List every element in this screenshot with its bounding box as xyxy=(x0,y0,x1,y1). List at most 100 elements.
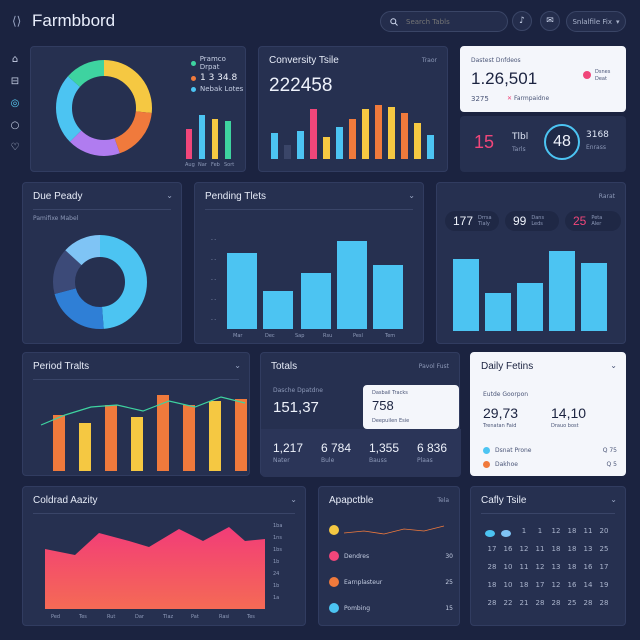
alert-icon xyxy=(583,71,591,79)
calendar-day[interactable]: 19 xyxy=(599,581,609,589)
calendar-day[interactable]: 17 xyxy=(535,581,545,589)
home-icon[interactable]: ⌂ xyxy=(11,53,19,65)
calendar-day[interactable]: 28 xyxy=(487,563,497,571)
bar xyxy=(301,273,331,329)
calendar-day[interactable]: 28 xyxy=(551,599,561,607)
calendar-day[interactable]: 11 xyxy=(519,563,529,571)
highlight-label: Dasbail Tracks xyxy=(372,390,408,396)
calendar-day[interactable]: 10 xyxy=(503,563,513,571)
x-tick-label: Tes xyxy=(246,614,255,620)
row-value: Q 5 xyxy=(606,460,617,468)
avatar xyxy=(329,603,339,613)
calendar-day[interactable]: 18 xyxy=(487,581,497,589)
calendar-day[interactable]: 1 xyxy=(521,527,527,535)
calendar-day[interactable]: 14 xyxy=(583,581,593,589)
calendar-day[interactable]: 28 xyxy=(583,599,593,607)
chevron-down-icon[interactable]: ⌄ xyxy=(408,191,415,200)
calendar-day[interactable]: 18 xyxy=(567,545,577,553)
card-title: Daily Fetins xyxy=(481,361,534,372)
bar xyxy=(284,145,291,159)
calendar-day[interactable]: 17 xyxy=(599,563,609,571)
bar xyxy=(414,123,421,159)
calendar-day[interactable]: 11 xyxy=(535,545,545,553)
bar xyxy=(388,107,395,159)
calendar-day[interactable]: 12 xyxy=(535,563,545,571)
calendar-day[interactable]: 18 xyxy=(519,581,529,589)
legend-label: Pramco Drpat xyxy=(199,55,226,71)
chevron-down-icon[interactable]: ⌄ xyxy=(610,361,617,370)
highlight-value: 758 xyxy=(372,398,394,413)
mini-bar xyxy=(212,119,218,159)
list-item[interactable]: Pombing 15 xyxy=(329,595,453,621)
summary-ring-value: 48 xyxy=(553,133,571,150)
calendar-day[interactable]: 18 xyxy=(551,545,561,553)
calendar-day[interactable]: 12 xyxy=(551,581,561,589)
calendar-day[interactable]: 12 xyxy=(551,527,561,535)
daily-value: 29,73 xyxy=(483,405,519,421)
calendar-day[interactable]: 13 xyxy=(551,563,561,571)
divider xyxy=(33,209,171,210)
calendar-day[interactable]: 16 xyxy=(567,581,577,589)
calendar-day[interactable]: 13 xyxy=(583,545,593,553)
divider xyxy=(481,513,615,514)
daily-value: 14,10 xyxy=(551,405,587,421)
bar xyxy=(427,135,434,159)
calendar-day[interactable]: 10 xyxy=(503,581,513,589)
collapse-icon[interactable]: ⟨⟩ xyxy=(12,14,22,28)
trend-line xyxy=(40,396,246,426)
chevron-down-icon[interactable]: ⌄ xyxy=(166,191,173,200)
y-tick-label: 1ns xyxy=(273,535,282,541)
calendar-day[interactable]: 16 xyxy=(583,563,593,571)
calendar-day[interactable] xyxy=(485,530,495,537)
calendar-day[interactable]: 11 xyxy=(583,527,593,535)
calendar-day[interactable]: 16 xyxy=(503,545,513,553)
notification-button[interactable]: ♪ xyxy=(512,11,532,31)
calendar-day[interactable] xyxy=(501,530,511,537)
card-title: Pending Tlets xyxy=(205,191,266,202)
chevron-down-icon[interactable]: ⌄ xyxy=(610,495,617,504)
card-caption: Tela xyxy=(437,497,449,504)
calendar-day[interactable]: 18 xyxy=(567,527,577,535)
calendar-day[interactable]: 21 xyxy=(519,599,529,607)
list-item[interactable]: Dendres 30 xyxy=(329,543,453,569)
favorites-icon[interactable]: ♡ xyxy=(10,141,20,153)
card-title: Totals xyxy=(271,361,298,372)
calendar-day[interactable]: 17 xyxy=(487,545,497,553)
dashboard-icon[interactable]: ◎ xyxy=(10,97,20,109)
calendar-grid: 1 1 12 18 11 20 17 16 12 11 18 18 13 25 28 10 11 12 13 18 16… xyxy=(485,527,619,621)
messages-button[interactable]: ✉ xyxy=(540,11,560,31)
calendar-day[interactable]: 1 xyxy=(537,527,543,535)
calendar-day[interactable]: 28 xyxy=(599,599,609,607)
overview-card: Pramco Drpat 1 3 34.8 Nebak Lotes Aug Na… xyxy=(30,46,246,172)
search-bar[interactable] xyxy=(380,11,508,32)
item-value: 15 xyxy=(445,604,453,612)
list-item[interactable] xyxy=(329,517,453,543)
calendar-day[interactable]: 18 xyxy=(567,563,577,571)
calendar-day[interactable]: 25 xyxy=(599,545,609,553)
calendar-day[interactable]: 22 xyxy=(503,599,513,607)
conversity-bars xyxy=(271,105,434,159)
calendar-day[interactable]: 25 xyxy=(567,599,577,607)
row-label: Dsnat Prone xyxy=(495,446,532,454)
settings-icon[interactable]: ○ xyxy=(10,119,20,131)
mini-bar xyxy=(186,129,192,159)
y-tick-label: 1b xyxy=(273,583,279,589)
list-item[interactable]: Earnplasteur 25 xyxy=(329,569,453,595)
chevron-down-icon[interactable]: ⌄ xyxy=(290,495,297,504)
profile-dropdown[interactable]: Snlalfile Fix ▾ xyxy=(566,11,626,32)
mini-bar-label: Sort xyxy=(224,162,234,168)
inbox-icon[interactable]: ⊟ xyxy=(10,75,20,87)
calendar-day[interactable]: 12 xyxy=(519,545,529,553)
chevron-down-icon[interactable]: ⌄ xyxy=(234,361,241,370)
bar xyxy=(362,109,369,159)
y-tick-label: 24 xyxy=(273,571,279,577)
search-input[interactable] xyxy=(406,17,496,26)
calendar-day[interactable]: 20 xyxy=(599,527,609,535)
calendar-day[interactable]: 28 xyxy=(535,599,545,607)
bar xyxy=(549,251,575,331)
card-title: Conversity Tsile xyxy=(269,55,339,66)
x-tick-label: Sap xyxy=(295,333,304,339)
bar xyxy=(373,265,403,329)
calendar-day[interactable]: 28 xyxy=(487,599,497,607)
row-label: Dakhoe xyxy=(495,460,518,468)
